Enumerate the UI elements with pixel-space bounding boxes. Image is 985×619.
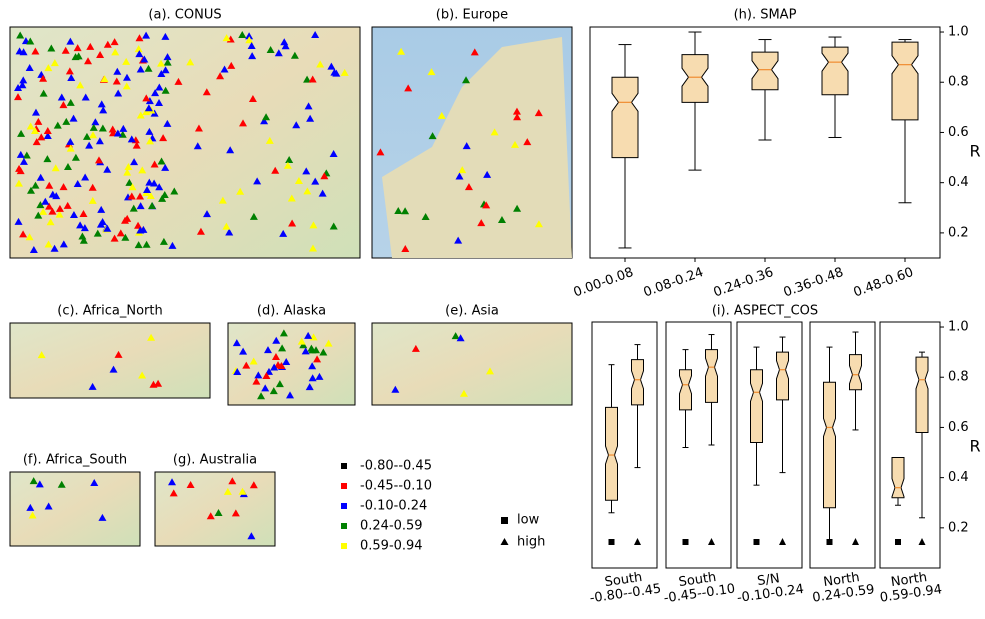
x-tick-label: 0.48-0.60: [852, 265, 916, 301]
y-tick-label: 0.8: [948, 370, 969, 385]
x-tick-label: 0.36-0.48: [782, 265, 846, 301]
group-marker-square: [754, 539, 760, 545]
box: [706, 350, 718, 403]
group-marker-square: [827, 539, 833, 545]
y-tick-label: 0.6: [948, 420, 969, 435]
legend-shape-square: [501, 517, 508, 524]
group-marker-square: [683, 539, 689, 545]
subplot-frame: [592, 322, 657, 568]
x-tick-label: 0.08-0.24: [642, 265, 706, 301]
box: [850, 355, 862, 390]
y-axis-label: R: [969, 437, 980, 456]
group-marker-triangle: [852, 538, 859, 545]
legend-shape-triangle: [501, 538, 509, 545]
map-title: (a). CONUS: [148, 8, 221, 23]
subplot-frame: [810, 322, 875, 568]
group-marker-triangle: [779, 538, 786, 545]
legend-label: -0.10-0.24: [360, 499, 427, 514]
group-marker-square: [609, 539, 615, 545]
legend-swatch: [341, 483, 347, 489]
map-title: (f). Africa_South: [23, 453, 127, 468]
box: [751, 370, 763, 443]
x-tick-label: 0.59-0.94: [879, 582, 943, 606]
map-title: (g). Australia: [173, 453, 257, 468]
map-background: [372, 323, 572, 405]
legend-label: -0.80--0.45: [360, 459, 432, 474]
legend-label: 0.59-0.94: [360, 539, 423, 554]
x-tick-label: 0.00-0.08: [572, 265, 636, 301]
y-tick-label: 0.8: [948, 75, 969, 90]
map-title: (d). Alaska: [257, 304, 326, 319]
legend-label: high: [517, 535, 545, 550]
y-axis-label: R: [969, 142, 980, 161]
box: [612, 77, 638, 157]
legend-label: -0.45--0.10: [360, 479, 432, 494]
box: [680, 370, 692, 410]
subplot-frame: [666, 322, 731, 568]
subplot-frame: [880, 322, 940, 568]
y-tick-label: 0.2: [948, 520, 969, 535]
box: [632, 360, 644, 405]
x-tick-label: -0.10-0.24: [736, 582, 805, 606]
legend-swatch: [341, 523, 347, 529]
box: [606, 407, 618, 500]
group-marker-square: [895, 539, 901, 545]
y-tick-label: 0.6: [948, 125, 969, 140]
map-background: [10, 323, 210, 398]
box: [752, 52, 778, 90]
subplot-frame: [737, 322, 802, 568]
map-background: [10, 27, 360, 258]
chart-title: (h). SMAP: [734, 8, 797, 23]
map-title: (c). Africa_North: [57, 304, 163, 319]
y-tick-label: 0.2: [948, 225, 969, 240]
box: [777, 352, 789, 400]
box: [892, 458, 904, 498]
y-tick-label: 1.0: [948, 320, 969, 335]
chart-title: (i). ASPECT_COS: [712, 304, 818, 319]
box: [822, 47, 848, 95]
x-tick-label: 0.24-0.59: [811, 582, 875, 606]
map-title: (b). Europe: [436, 8, 508, 23]
legend-swatch: [341, 503, 347, 509]
y-tick-label: 0.4: [948, 470, 969, 485]
legend-swatch: [341, 463, 347, 469]
box: [916, 357, 928, 432]
group-marker-triangle: [634, 538, 641, 545]
box: [682, 55, 708, 103]
legend-label: low: [517, 513, 540, 528]
figure: (a). CONUS (b). Europe (c). Africa_North (d…: [0, 0, 985, 615]
group-marker-triangle: [919, 538, 926, 545]
box: [892, 42, 918, 120]
legend-swatch: [341, 543, 347, 549]
map-title: (e). Asia: [445, 304, 499, 319]
x-tick-label: 0.24-0.36: [712, 265, 776, 301]
y-tick-label: 0.4: [948, 175, 969, 190]
y-tick-label: 1.0: [948, 25, 969, 40]
box: [824, 382, 836, 508]
legend-label: 0.24-0.59: [360, 519, 423, 534]
group-marker-triangle: [708, 538, 715, 545]
